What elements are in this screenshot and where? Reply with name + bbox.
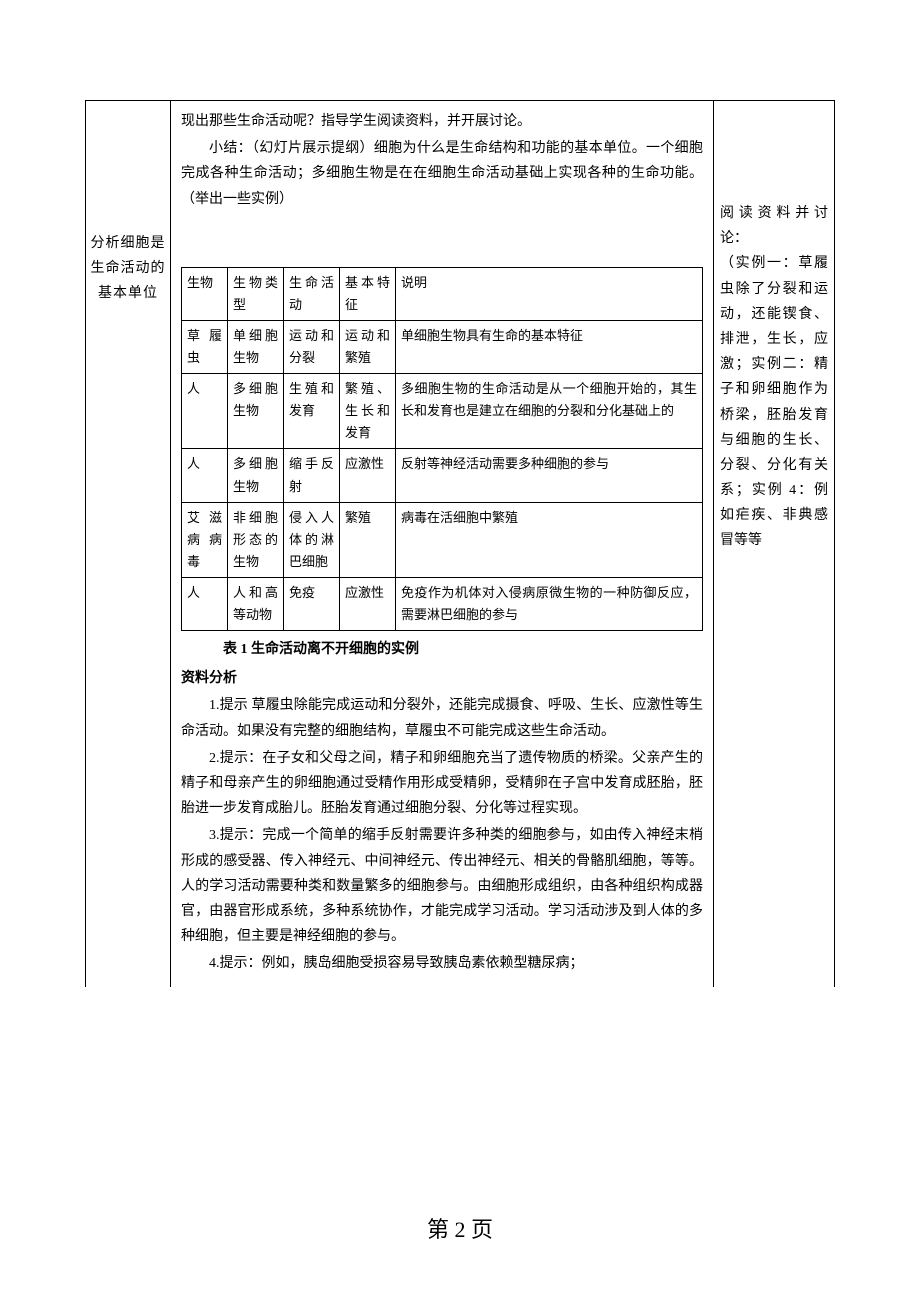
table-caption: 表 1 生命活动离不开细胞的实例 xyxy=(181,637,703,662)
th-activity: 生命活动 xyxy=(284,267,340,320)
table-row: 草履虫 单细胞生物 运动和分裂 运动和繁殖 单细胞生物具有生命的基本特征 xyxy=(182,320,703,373)
left-column-title: 分析细胞是生命活动的基本单位 xyxy=(86,231,170,307)
table-row: 艾滋病病毒 非细胞形态的生物 侵入人体的淋巴细胞 繁殖 病毒在活细胞中繁殖 xyxy=(182,502,703,577)
analysis-p2: 2.提示：在子女和父母之间，精子和卵细胞充当了遗传物质的桥梁。父亲产生的精子和母… xyxy=(181,746,703,822)
table-header-row: 生物 生物类型 生命活动 基本特征 说明 xyxy=(182,267,703,320)
th-description: 说明 xyxy=(396,267,703,320)
th-type: 生物类型 xyxy=(228,267,284,320)
main-layout: 分析细胞是生命活动的基本单位 现出那些生命活动呢？指导学生阅读资料，并开展讨论。… xyxy=(85,100,835,987)
page-number: 第 2 页 xyxy=(0,1210,920,1250)
center-column: 现出那些生命活动呢？指导学生阅读资料，并开展讨论。 小结：（幻灯片展示提纲）细胞… xyxy=(171,101,714,987)
table-row: 人 多细胞生物 缩手反射 应激性 反射等神经活动需要多种细胞的参与 xyxy=(182,449,703,502)
table-row: 人 人和高等动物 免疫 应激性 免疫作为机体对入侵病原微生物的一种防御反应，需要… xyxy=(182,577,703,630)
section-heading: 资料分析 xyxy=(181,666,703,691)
analysis-p4: 4.提示：例如，胰岛细胞受损容易导致胰岛素依赖型糖尿病； xyxy=(181,951,703,976)
analysis-p1: 1.提示 草履虫除能完成运动和分裂外，还能完成摄食、呼吸、生长、应激性等生命活动… xyxy=(181,693,703,743)
left-column: 分析细胞是生命活动的基本单位 xyxy=(86,101,171,987)
th-feature: 基本特征 xyxy=(340,267,396,320)
intro-paragraph-2: 小结：（幻灯片展示提纲）细胞为什么是生命结构和功能的基本单位。一个细胞完成各种生… xyxy=(181,136,703,212)
life-activity-table: 生物 生物类型 生命活动 基本特征 说明 草履虫 单细胞生物 运动和分裂 运动和… xyxy=(181,267,703,631)
table-row: 人 多细胞生物 生殖和发育 繁殖、生长和发育 多细胞生物的生命活动是从一个细胞开… xyxy=(182,374,703,449)
th-organism: 生物 xyxy=(182,267,228,320)
intro-paragraph-1: 现出那些生命活动呢？指导学生阅读资料，并开展讨论。 xyxy=(181,109,703,134)
analysis-p3: 3.提示：完成一个简单的缩手反射需要许多种类的细胞参与，如由传入神经末梢形成的感… xyxy=(181,823,703,949)
right-column: 阅读资料并讨论： （实例一：草履虫除了分裂和运动，还能锲食、排泄，生长，应激；实… xyxy=(714,101,834,987)
right-column-text: 阅读资料并讨论： （实例一：草履虫除了分裂和运动，还能锲食、排泄，生长，应激；实… xyxy=(720,201,828,554)
